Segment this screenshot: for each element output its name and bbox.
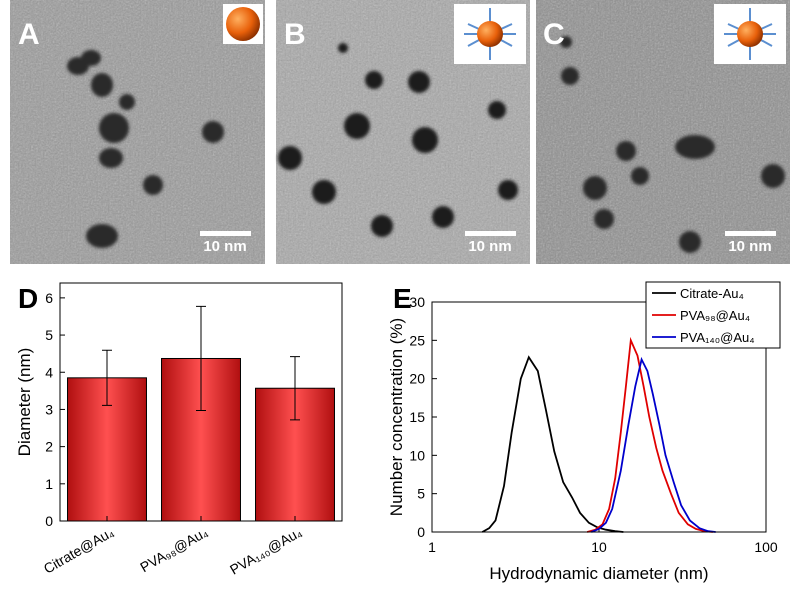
y-tick-label: 2 [45,439,53,455]
x-axis-label: Hydrodynamic diameter (nm) [489,564,708,583]
y-axis-label: Diameter (nm) [15,348,34,457]
series-line [591,356,716,533]
tem-image-c: C 10 nm [536,0,790,264]
axes-frame [431,301,767,533]
x-tick-label: 10 [591,539,607,555]
panel-label: A [18,18,40,51]
legend-label: PVA₁₄₀@Au₄ [680,330,755,345]
x-tick-label: PVA₁₄₀@Au₄ [227,524,305,578]
scale-bar-label: 10 nm [728,238,771,255]
legend-label: Citrate-Au₄ [680,286,744,301]
tem-image-b: B 10 nm [276,0,530,264]
scale-bar-label: 10 nm [468,238,511,255]
series-line [586,336,713,533]
error-bar [102,349,112,406]
series-line [481,355,624,533]
y-tick-label: 6 [45,290,53,306]
error-bar [196,305,206,412]
y-tick-label: 5 [45,327,53,343]
x-tick-label: Citrate@Au₄ [41,524,117,577]
x-tick-label: 1 [428,539,436,555]
y-tick-label: 20 [409,371,425,387]
y-tick-label: 30 [409,294,425,310]
error-bar [290,356,300,421]
y-tick-label: 0 [45,513,53,529]
panel-label: E [393,283,412,314]
axes-frame [59,282,343,522]
y-axis-label: Number concentration (%) [387,318,406,516]
x-tick-label: 100 [754,539,778,555]
scale-bar-label: 10 nm [203,238,246,255]
y-tick-label: 4 [45,364,53,380]
panel-label: D [18,283,38,314]
x-tick-label: PVA₉₈@Au₄ [137,524,211,576]
y-tick-label: 15 [409,409,425,425]
y-tick-label: 1 [45,476,53,492]
panel-label: B [284,18,306,51]
tem-image-a: A 10 nm [10,0,265,264]
panel-label: C [543,18,565,51]
legend-label: PVA₉₈@Au₄ [680,308,750,323]
y-tick-label: 10 [409,447,425,463]
y-tick-label: 0 [417,524,425,540]
y-tick-label: 3 [45,401,53,417]
y-tick-label: 5 [417,486,425,502]
y-tick-label: 25 [409,332,425,348]
